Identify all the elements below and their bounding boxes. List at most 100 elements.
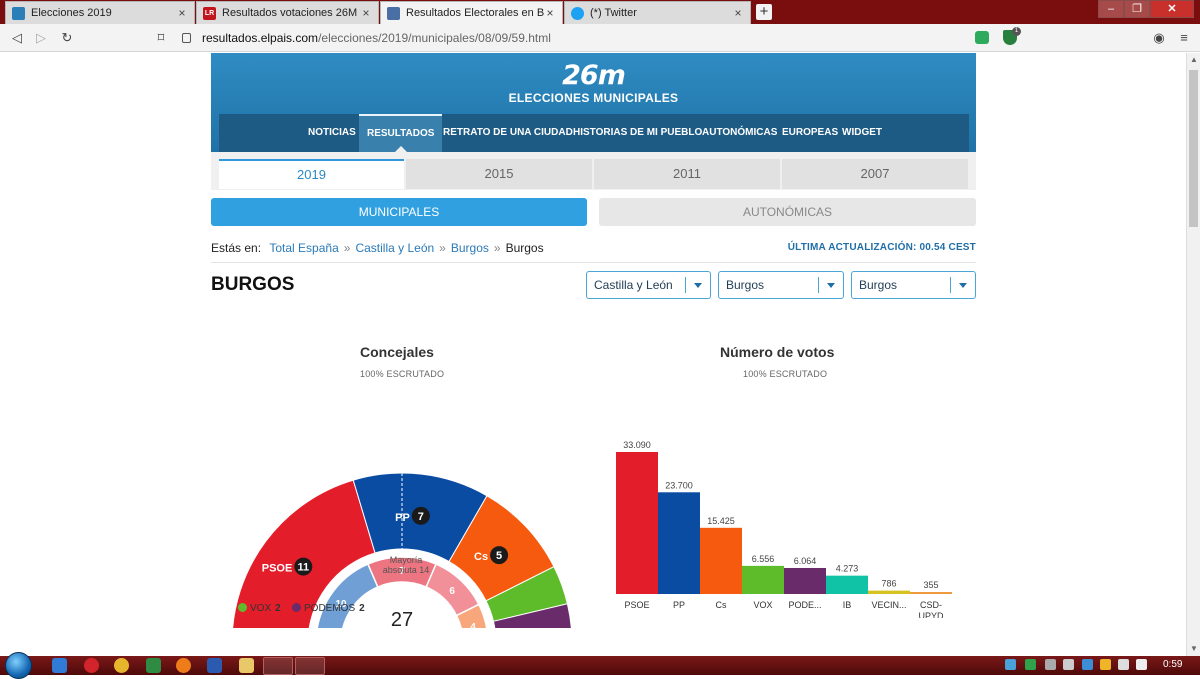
shield-extension-icon[interactable]: 1 [1003,27,1021,45]
vote-value-label: 23.700 [665,480,693,490]
province-select[interactable]: Burgos [718,271,844,299]
breadcrumb-link-castilla[interactable]: Castilla y León [355,241,435,255]
votes-chart-subtitle: 100% ESCRUTADO [743,369,828,379]
scrollbar-thumb[interactable] [1189,70,1198,227]
warning-icon[interactable] [1100,659,1111,670]
scroll-down-icon[interactable]: ▼ [1190,644,1198,653]
year-tabs: 2019 2015 2011 2007 [211,152,976,190]
folder-icon[interactable] [239,658,254,673]
window-controls: – ❐ ✕ [1098,0,1194,18]
word-icon[interactable] [207,658,222,673]
address-bar: ◁ ▷ ↻ ⌑ resultados.elpais.com/elecciones… [0,24,1200,52]
seats-chart-subtitle: 100% ESCRUTADO [360,369,445,379]
tab-2011[interactable]: 2011 [594,159,780,189]
nav-resultados[interactable]: RESULTADOS [359,114,443,152]
scrollbar[interactable]: ▲ ▼ [1186,53,1200,656]
close-window-icon[interactable]: ✕ [1150,0,1194,18]
flag-icon[interactable] [1136,659,1147,670]
nav-historias-pueblo[interactable]: HISTORIAS DE MI PUEBLO [573,127,703,138]
seats-count-badge [294,557,313,576]
chrome-icon[interactable] [114,658,129,673]
twitter-favicon-icon [571,6,584,20]
volume-icon[interactable] [1118,659,1129,670]
close-tab-icon[interactable]: × [362,6,370,20]
nav-autonomicas[interactable]: AUTONÓMICAS [702,127,778,138]
breadcrumb-prefix: Estás en: [211,241,262,255]
vote-category-label: VECIN... [871,600,906,610]
logo-26m[interactable]: 26m [562,60,626,91]
seats-total: 27 [391,609,413,628]
clock: 0:59 [1163,659,1183,670]
breadcrumb-link-burgos[interactable]: Burgos [450,241,489,255]
tray-icon[interactable] [1025,659,1036,670]
tab-2015[interactable]: 2015 [406,159,592,189]
lock-icon [182,33,191,43]
firefox-icon[interactable] [176,658,191,673]
tab-title: (*) Twitter [590,7,637,19]
select-divider [950,277,951,293]
seats-2015-value: 7 [399,566,405,577]
menu-icon[interactable]: ≡ [1180,30,1188,45]
tab-title: Resultados votaciones 26M en Má [222,7,360,19]
back-icon[interactable]: ◁ [12,30,22,45]
reload-icon[interactable]: ↻ [61,30,73,45]
account-icon[interactable]: ◉ [1153,30,1165,45]
municipality-select-value: Burgos [859,278,898,292]
chevron-down-icon [827,283,835,288]
dropbox-icon[interactable] [1082,659,1093,670]
browser-tab-3[interactable]: Resultados Electorales en Burgos: × [380,1,563,24]
tray-icon[interactable] [1063,659,1074,670]
page-viewport: 26m ELECCIONES MUNICIPALES NOTICIAS RESU… [0,53,1186,656]
green-app-icon[interactable] [295,657,325,675]
select-divider [685,277,686,293]
opera-icon[interactable] [84,658,99,673]
municipality-select[interactable]: Burgos [851,271,976,299]
legend-dot [238,603,247,612]
maximize-icon[interactable]: ❐ [1124,0,1150,18]
forward-icon[interactable]: ▷ [36,30,46,45]
bookmark-icon[interactable]: ⌑ [157,30,165,45]
tray-icon[interactable] [1005,659,1016,670]
browser-tab-4[interactable]: (*) Twitter × [564,1,751,24]
tab-title: Resultados Electorales en Burgos: [406,7,544,19]
legend-label: VOX [250,603,272,614]
nav-widget[interactable]: WIDGET [842,127,882,138]
vote-value-label: 33.090 [623,440,651,450]
url-field[interactable]: resultados.elpais.com/elecciones/2019/mu… [182,28,962,48]
tab-2019[interactable]: 2019 [219,159,404,189]
tab-strip: Elecciones 2019 × LR Resultados votacion… [0,0,1200,24]
tab-2007[interactable]: 2007 [782,159,968,189]
seats-label-psoe: PSOE [262,563,293,575]
scroll-up-icon[interactable]: ▲ [1190,55,1198,64]
taskbar: 0:59 [0,652,1200,679]
extension-icon[interactable] [975,31,989,44]
vote-category-label: CSD- [920,600,942,610]
municipales-button[interactable]: MUNICIPALES [211,198,587,226]
vote-bar-5 [826,575,868,594]
vote-value-label: 6.064 [794,556,817,566]
tab-title: Elecciones 2019 [31,7,112,19]
tray-icon[interactable] [1045,659,1056,670]
close-tab-icon[interactable]: × [178,6,186,20]
seats-2015-value: 10 [335,599,347,610]
breadcrumb-link-espana[interactable]: Total España [269,241,339,255]
nav-retrato-ciudad[interactable]: RETRATO DE UNA CIUDAD [443,127,573,138]
browser-tab-1[interactable]: Elecciones 2019 × [5,1,195,24]
excel-icon[interactable] [146,658,161,673]
last-update: ÚLTIMA ACTUALIZACIÓN: 00.54 CEST [787,242,976,253]
extension-badge: 1 [1012,27,1021,36]
close-tab-icon[interactable]: × [546,6,554,20]
minimize-icon[interactable]: – [1098,0,1124,18]
region-select[interactable]: Castilla y León [586,271,711,299]
ie-icon[interactable] [52,658,67,673]
close-tab-icon[interactable]: × [734,6,742,20]
autonomicas-button[interactable]: AUTONÓMICAS [599,198,976,226]
new-tab-button[interactable]: + [756,4,772,20]
legend-label: PODEMOS [304,603,356,614]
browser-tab-2[interactable]: LR Resultados votaciones 26M en Má × [196,1,379,24]
app-window-icon[interactable] [263,657,293,675]
nav-europeas[interactable]: EUROPEAS [782,127,839,138]
url-host: resultados.elpais.com [202,31,319,45]
breadcrumb: Estás en: Total España » Castilla y León » B… [211,241,544,255]
nav-noticias[interactable]: NOTICIAS [308,127,356,138]
